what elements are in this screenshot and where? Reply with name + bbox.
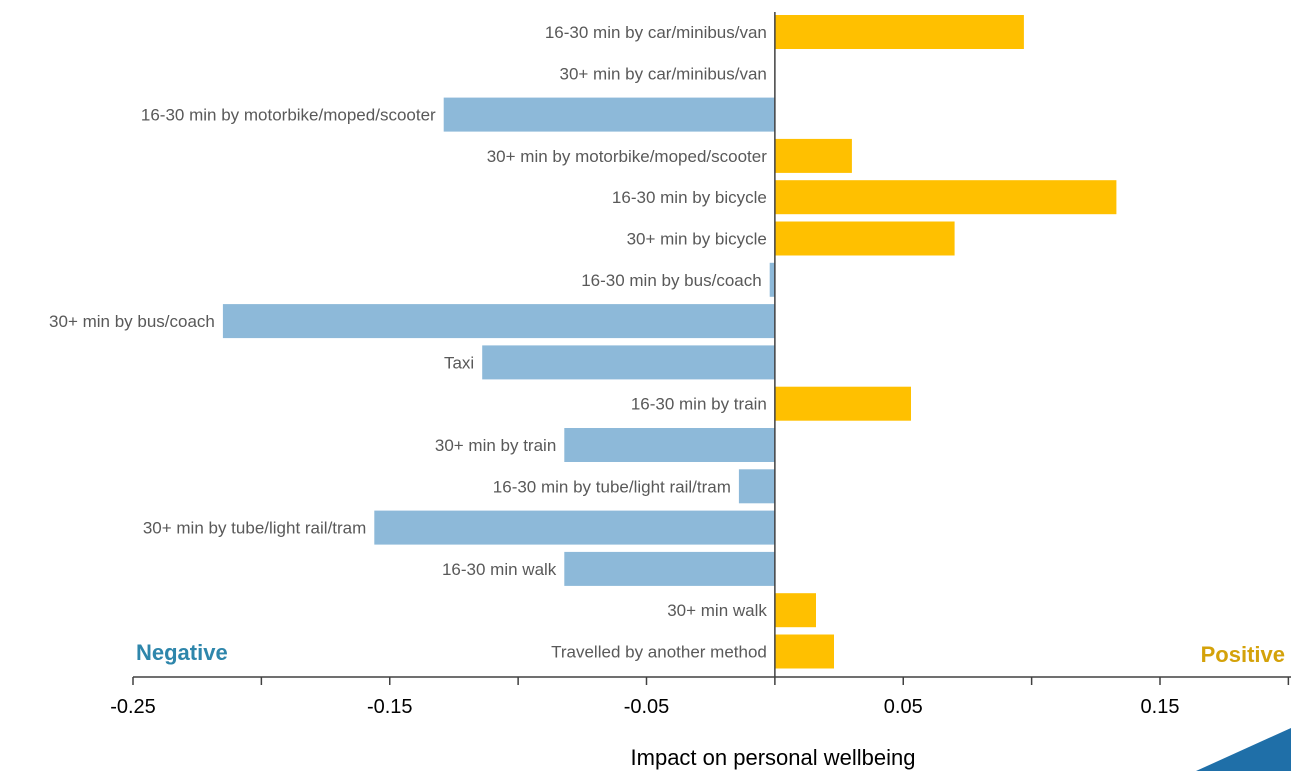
bar-10: [564, 428, 775, 462]
category-label: Travelled by another method: [551, 643, 767, 662]
bar-4: [774, 180, 1117, 215]
bar-7: [222, 304, 775, 339]
x-axis-title: Impact on personal wellbeing: [631, 745, 916, 770]
bar-0: [774, 15, 1024, 49]
category-label: 16-30 min by car/minibus/van: [545, 23, 767, 42]
x-ticks-group: -0.25 -0.15 -0.05 0.05 0.15: [110, 677, 1290, 718]
x-tick-label: -0.15: [367, 696, 413, 718]
corner-accent-shape: [1196, 728, 1291, 771]
category-label: 30+ min by train: [435, 436, 556, 455]
negative-label: Negative: [136, 640, 228, 665]
category-label: 16-30 min by bus/coach: [581, 271, 762, 290]
x-tick-label: -0.05: [624, 696, 670, 718]
category-label: 30+ min by car/minibus/van: [559, 64, 766, 83]
category-label: 30+ min by bus/coach: [49, 312, 215, 331]
bar-3: [774, 138, 852, 173]
bar-6: [769, 262, 775, 297]
bar-9: [774, 386, 911, 421]
category-label: 16-30 min walk: [442, 560, 557, 579]
bar-5: [774, 221, 955, 256]
bar-12: [374, 510, 775, 545]
category-label: 30+ min by motorbike/moped/scooter: [487, 147, 768, 166]
x-tick-label: 0.05: [884, 696, 923, 718]
x-tick-label: 0.15: [1141, 696, 1180, 718]
category-label: 16-30 min by bicycle: [612, 188, 767, 207]
bar-15: [774, 634, 834, 669]
bar-2: [443, 97, 775, 132]
category-label: 16-30 min by tube/light rail/tram: [493, 477, 731, 496]
bar-11: [738, 469, 775, 504]
x-tick-label: -0.25: [110, 696, 156, 718]
category-label: Taxi: [444, 353, 474, 372]
bar-8: [482, 345, 775, 380]
category-label: 30+ min walk: [667, 601, 767, 620]
bar-13: [564, 551, 775, 586]
category-labels-group: 16-30 min by car/minibus/van 30+ min by c…: [49, 23, 767, 662]
bar-14: [774, 593, 816, 628]
category-label: 30+ min by tube/light rail/tram: [143, 519, 366, 538]
category-label: 16-30 min by motorbike/moped/scooter: [141, 106, 436, 125]
category-label: 16-30 min by train: [631, 395, 767, 414]
category-label: 30+ min by bicycle: [627, 230, 767, 249]
bars-group: [222, 15, 1117, 669]
positive-label: Positive: [1201, 642, 1285, 667]
